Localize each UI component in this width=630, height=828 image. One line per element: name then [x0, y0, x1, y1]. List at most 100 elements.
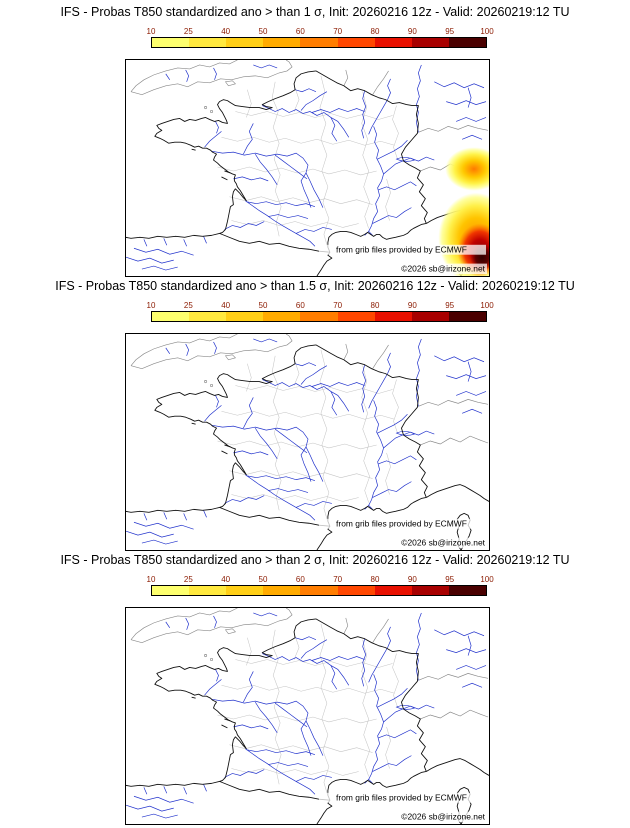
colorbar-tick-label: 10: [146, 27, 156, 36]
colorbar-tick-label: 50: [258, 27, 268, 36]
atlantic-islands: [191, 422, 231, 455]
england-south-coast: [130, 608, 293, 644]
colorbar-tick-label: 60: [295, 575, 305, 584]
channel-island: [210, 110, 214, 114]
panel-title: IFS - Probas T850 standardized ano > tha…: [55, 279, 575, 293]
france-east-border: [315, 618, 428, 772]
copyright-text: ©2026 sb@irizone.net: [401, 812, 485, 822]
italy-coast: [426, 484, 489, 502]
rivers: [126, 338, 487, 545]
colorbar-segment: [448, 38, 486, 47]
france-atlantic-coast: [154, 70, 427, 253]
colorbar-segment: [337, 38, 375, 47]
foreign-borders: [130, 608, 489, 720]
colorbar-tick-label: 80: [370, 301, 380, 310]
colorbar-tick-label: 90: [407, 27, 417, 36]
colorbar-segment: [411, 312, 449, 321]
colorbar-tick-label: 95: [445, 301, 455, 310]
credit-backdrop: [318, 518, 487, 529]
colorbar-tick-label: 40: [221, 301, 231, 310]
colorbar-segment: [263, 312, 301, 321]
colorbar-tick-label: 100: [480, 27, 494, 36]
credit-backdrop: [318, 244, 487, 255]
colorbar-segment: [226, 38, 264, 47]
isle-of-wight: [224, 80, 237, 87]
colorbar-tick-label: 95: [445, 27, 455, 36]
channel-island: [210, 658, 214, 662]
spain-east-coast: [316, 799, 333, 824]
colorbar-tick-label: 80: [370, 27, 380, 36]
map-credits: from grib files provided by ECMWF ©2026 …: [318, 792, 488, 823]
probability-colorbar: 10 25 40 50 60 70 80 90 95 100: [147, 574, 494, 596]
admin-borders: [217, 349, 399, 523]
lake-geneva: [395, 157, 416, 162]
copyright-backdrop: [380, 811, 488, 823]
probability-colorbar: 10 25 40 50 60 70 80 90 95 100: [147, 300, 494, 322]
colorbar-segment: [189, 38, 227, 47]
colorbar-tick-label: 60: [295, 27, 305, 36]
lake-geneva: [395, 705, 416, 710]
colorbar-gradient-bar: [151, 585, 487, 596]
isle-of-wight: [224, 354, 237, 361]
channel-island: [210, 384, 214, 388]
lake-geneva: [395, 431, 416, 436]
colorbar-segment: [263, 586, 301, 595]
panel-title: IFS - Probas T850 standardized ano > tha…: [60, 553, 570, 567]
colorbar-segment: [411, 586, 449, 595]
colorbar-segment: [374, 586, 412, 595]
admin-borders: [217, 623, 399, 797]
copyright-backdrop: [380, 263, 488, 275]
colorbar-tick-label: 70: [333, 27, 343, 36]
colorbar-segment: [152, 586, 190, 595]
forecast-panel-1sigma: IFS - Probas T850 standardized ano > tha…: [0, 0, 630, 277]
colorbar-gradient-bar: [151, 311, 487, 322]
credit-backdrop: [318, 792, 487, 803]
colorbar-tick-label: 70: [333, 301, 343, 310]
colorbar-tick-label: 50: [258, 575, 268, 584]
england-south-coast: [130, 334, 293, 370]
colorbar-segment: [448, 586, 486, 595]
map-credits: from grib files provided by ECMWF ©2026 …: [318, 244, 488, 275]
colorbar-tick-label: 50: [258, 301, 268, 310]
colorbar-tick-label: 25: [183, 27, 193, 36]
france-weather-map: from grib files provided by ECMWF ©2026 …: [126, 334, 489, 550]
colorbar-tick-label: 70: [333, 575, 343, 584]
copyright-backdrop: [380, 537, 488, 549]
map-frame: from grib files provided by ECMWF ©2026 …: [125, 333, 490, 551]
grib-credit-text: from grib files provided by ECMWF: [336, 793, 467, 803]
spain-east-coast: [316, 525, 333, 550]
colorbar-tick-label: 100: [480, 301, 494, 310]
colorbar-tick-label: 40: [221, 575, 231, 584]
colorbar-tick-label: 95: [445, 575, 455, 584]
england-north-coast: [130, 60, 238, 92]
colorbar-segment: [300, 38, 338, 47]
colorbar-segment: [300, 312, 338, 321]
atlantic-islands: [191, 148, 231, 181]
forecast-panel-1p5sigma: IFS - Probas T850 standardized ano > tha…: [0, 274, 630, 551]
colorbar-segment: [226, 312, 264, 321]
grib-credit-text: from grib files provided by ECMWF: [336, 245, 467, 255]
colorbar-segment: [152, 38, 190, 47]
france-weather-map: from grib files provided by ECMWF ©2026 …: [126, 608, 489, 824]
spain-north-coast: [126, 232, 220, 239]
map-frame: from grib files provided by ECMWF ©2026 …: [125, 59, 490, 277]
atlantic-islands: [191, 696, 231, 729]
colorbar-segment: [189, 586, 227, 595]
isle-of-wight: [224, 628, 237, 635]
channel-island: [204, 380, 208, 384]
copyright-text: ©2026 sb@irizone.net: [401, 538, 485, 548]
colorbar-segment: [189, 312, 227, 321]
france-atlantic-coast: [154, 344, 427, 527]
colorbar-tick-label: 90: [407, 575, 417, 584]
admin-borders: [217, 75, 399, 249]
grib-credit-text: from grib files provided by ECMWF: [336, 519, 467, 529]
colorbar-tick-label: 10: [146, 301, 156, 310]
panel-title: IFS - Probas T850 standardized ano > tha…: [60, 5, 570, 19]
england-south-coast: [130, 60, 293, 96]
france-weather-map: from grib files provided by ECMWF ©2026 …: [126, 60, 489, 276]
colorbar-segment: [337, 312, 375, 321]
channel-island: [204, 654, 208, 658]
channel-island: [204, 106, 208, 110]
france-east-border: [315, 70, 428, 224]
colorbar-tick-labels: 10 25 40 50 60 70 80 90 95 100: [147, 574, 494, 585]
